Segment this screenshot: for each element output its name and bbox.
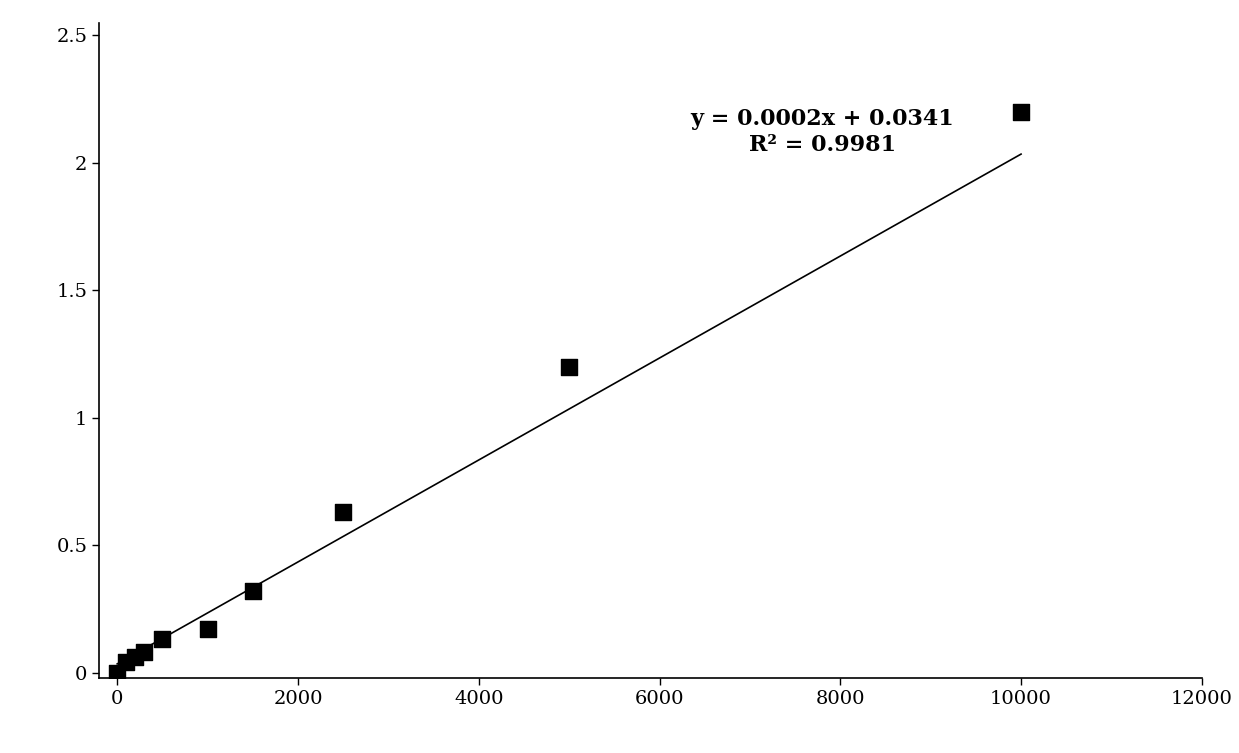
Point (134, 646, 154, 658)
Text: y = 0.0002x + 0.0341
R² = 0.9981: y = 0.0002x + 0.0341 R² = 0.9981 (690, 108, 954, 156)
Point (125, 651, 145, 663)
Point (198, 623, 218, 636)
Point (243, 585, 263, 597)
Point (108, 666, 128, 678)
Point (333, 506, 353, 518)
Point (152, 633, 172, 645)
Point (1011, 105, 1031, 117)
Point (116, 657, 136, 669)
Point (559, 361, 579, 373)
